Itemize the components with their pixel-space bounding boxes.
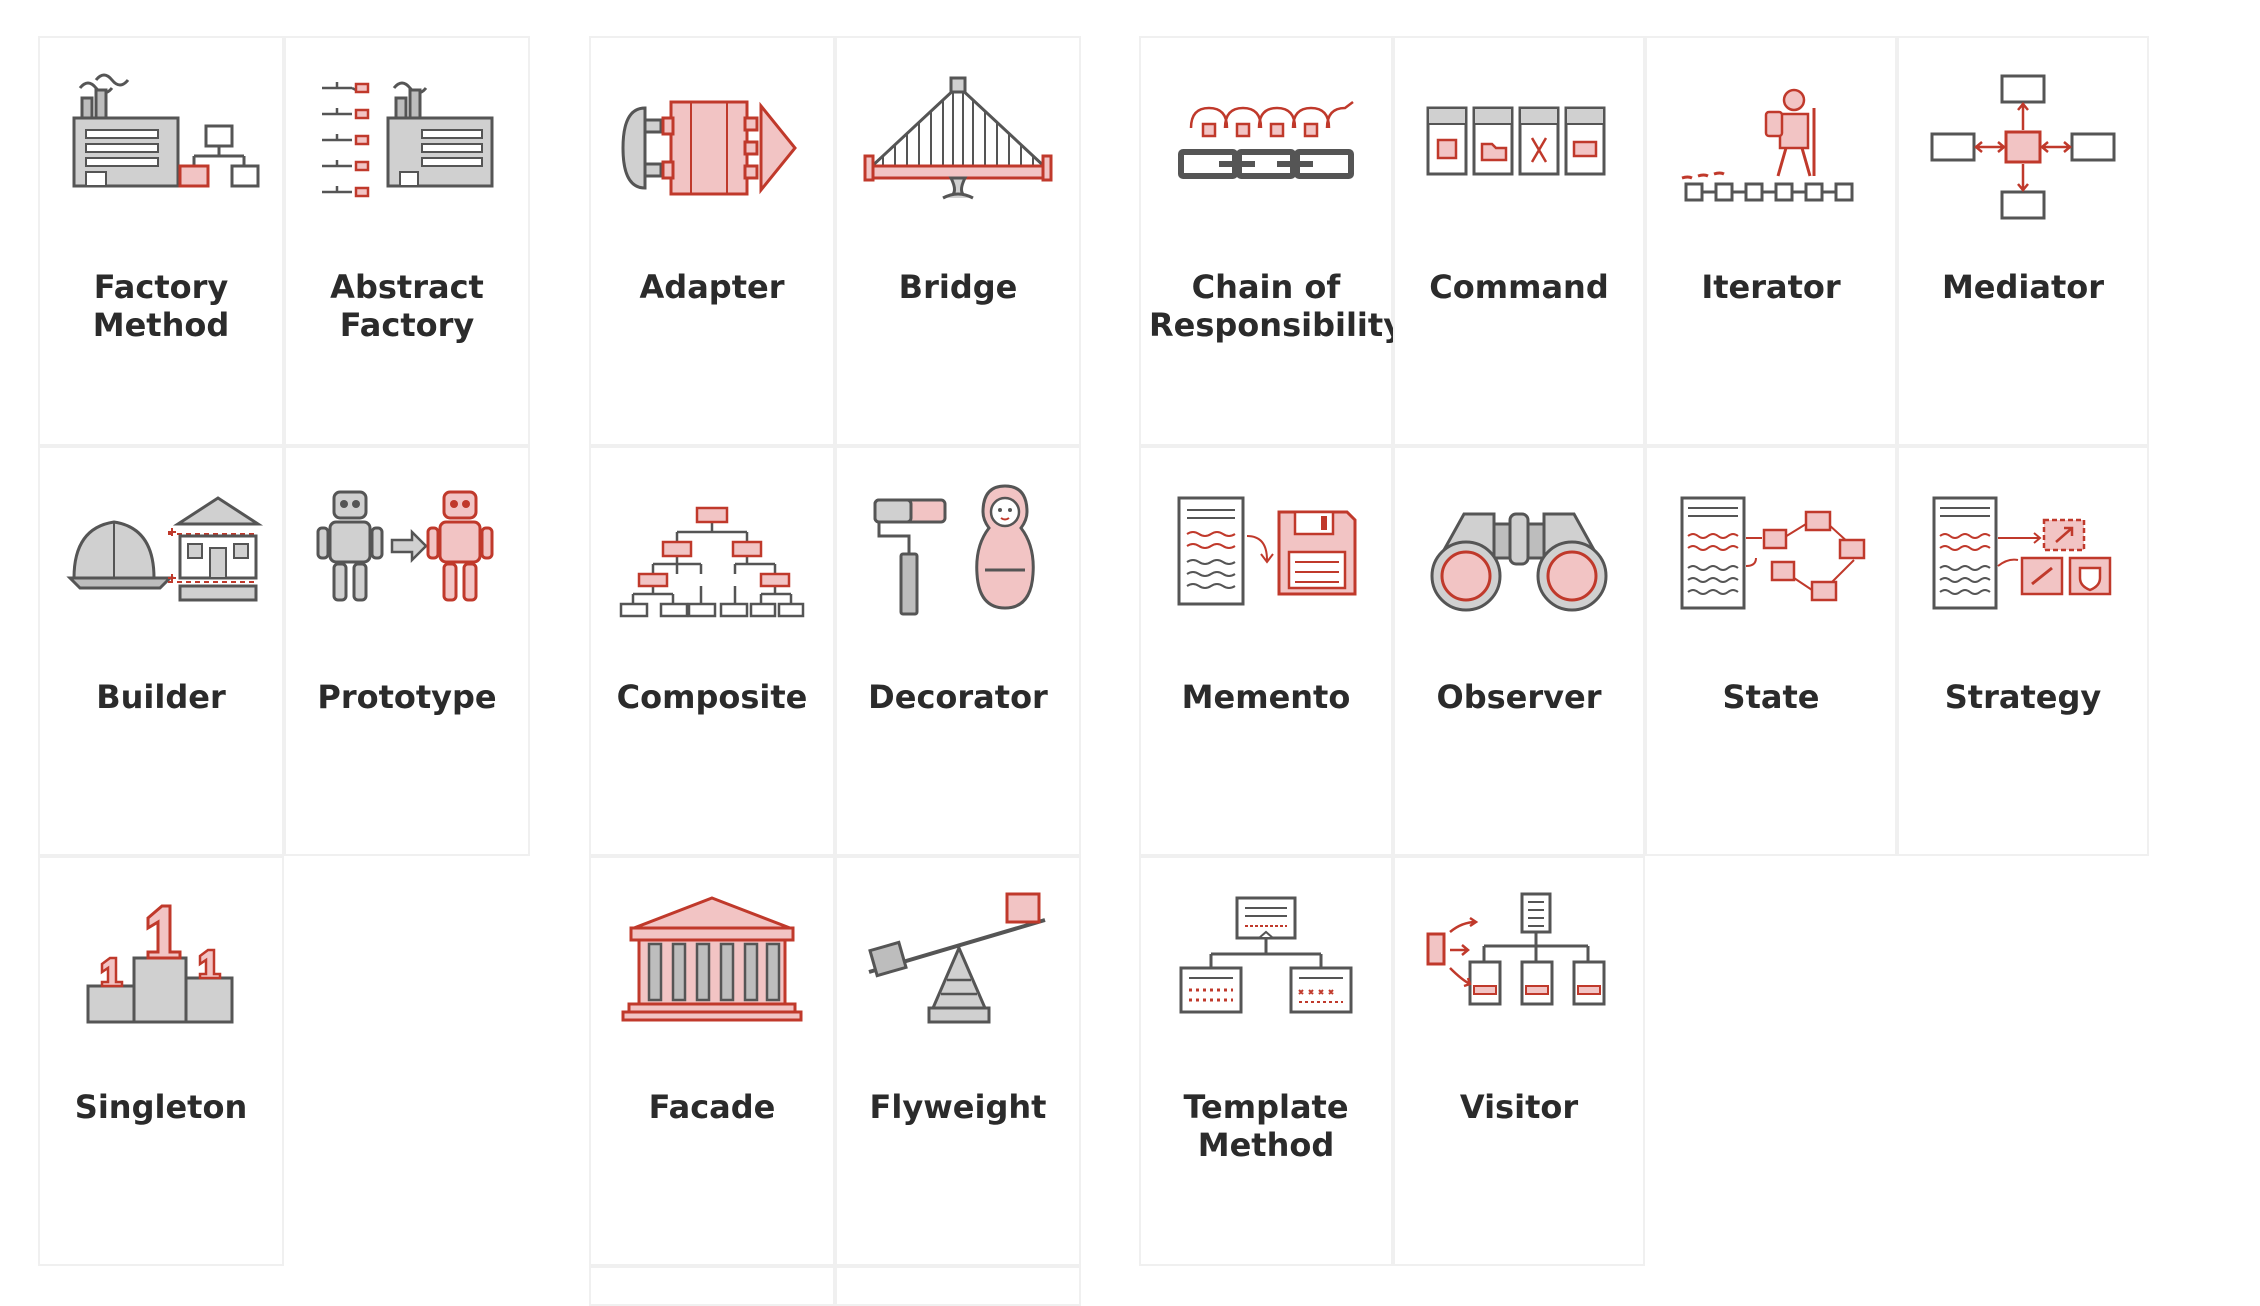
pattern-label: Prototype	[317, 678, 497, 716]
pattern-label: Builder	[96, 678, 226, 716]
pattern-card-state[interactable]: State	[1645, 446, 1897, 856]
pattern-card-facade[interactable]: Facade	[589, 856, 835, 1266]
pattern-card-command[interactable]: Command	[1393, 36, 1645, 446]
pattern-label: Chain of Responsibility	[1149, 268, 1405, 344]
pattern-label: Abstract Factory	[330, 268, 484, 344]
command-icon	[1426, 106, 1606, 176]
observer-binoculars-icon	[1430, 512, 1608, 612]
pattern-card-flyweight[interactable]: Flyweight	[835, 856, 1081, 1266]
pattern-card-decorator[interactable]: Decorator	[835, 446, 1081, 856]
pattern-label: Iterator	[1701, 268, 1841, 306]
pattern-label: Facade	[648, 1088, 776, 1126]
pattern-card-bridge[interactable]: Bridge	[835, 36, 1081, 446]
state-machine-icon	[1680, 496, 1866, 610]
pattern-label: Strategy	[1944, 678, 2102, 716]
pattern-label: Observer	[1436, 678, 1602, 716]
composite-tree-icon	[619, 506, 805, 618]
abstract-factory-icon	[322, 81, 494, 198]
visitor-icon	[1426, 892, 1606, 1006]
pattern-card-partial[interactable]	[835, 1266, 1081, 1306]
pattern-label: Singleton	[74, 1088, 248, 1126]
pattern-label: Template Method	[1183, 1088, 1349, 1164]
pattern-label: Mediator	[1941, 268, 2105, 306]
pattern-card-partial[interactable]	[589, 1266, 835, 1306]
facade-building-icon	[621, 896, 803, 1022]
pattern-card-strategy[interactable]: Strategy	[1897, 446, 2149, 856]
pattern-label: Command	[1429, 268, 1609, 306]
template-method-icon	[1179, 896, 1353, 1014]
pattern-card-iterator[interactable]: Iterator	[1645, 36, 1897, 446]
pattern-card-abstract-factory[interactable]: Abstract Factory	[284, 36, 530, 446]
pattern-card-memento[interactable]: Memento	[1139, 446, 1393, 856]
pattern-label: Composite	[616, 678, 808, 716]
chain-icon	[1178, 101, 1354, 179]
mediator-hub-icon	[1930, 74, 2116, 220]
pattern-card-mediator[interactable]: Mediator	[1897, 36, 2149, 446]
pattern-label: Visitor	[1459, 1088, 1579, 1126]
pattern-card-singleton[interactable]: Singleton	[38, 856, 284, 1266]
pattern-card-composite[interactable]: Composite	[589, 446, 835, 856]
pattern-label: Decorator	[868, 678, 1048, 716]
pattern-label: Factory Method	[92, 268, 230, 344]
factory-icon	[72, 73, 260, 188]
builder-helmet-house-icon	[66, 496, 264, 602]
pattern-card-adapter[interactable]: Adapter	[589, 36, 835, 446]
pattern-label: Memento	[1181, 678, 1351, 716]
pattern-label: Flyweight	[869, 1088, 1047, 1126]
pattern-label: Bridge	[898, 268, 1018, 306]
pattern-card-factory-method[interactable]: Factory Method	[38, 36, 284, 446]
memento-floppy-icon	[1177, 496, 1357, 606]
pattern-card-visitor[interactable]: Visitor	[1393, 856, 1645, 1266]
adapter-plug-icon	[621, 100, 797, 196]
bridge-icon	[863, 76, 1053, 200]
iterator-hiker-icon	[1681, 88, 1854, 202]
pattern-card-observer[interactable]: Observer	[1393, 446, 1645, 856]
prototype-robots-icon	[316, 490, 494, 602]
decorator-roller-doll-icon	[873, 484, 1035, 616]
pattern-card-template-method[interactable]: Template Method	[1139, 856, 1393, 1266]
flyweight-seesaw-icon	[868, 892, 1046, 1024]
strategy-icon	[1932, 496, 2112, 610]
pattern-card-builder[interactable]: Builder	[38, 446, 284, 856]
singleton-podium-icon	[86, 904, 234, 1024]
pattern-label: State	[1722, 678, 1820, 716]
pattern-label: Adapter	[639, 268, 785, 306]
pattern-card-chain-of-responsibility[interactable]: Chain of Responsibility	[1139, 36, 1405, 446]
pattern-card-prototype[interactable]: Prototype	[284, 446, 530, 856]
